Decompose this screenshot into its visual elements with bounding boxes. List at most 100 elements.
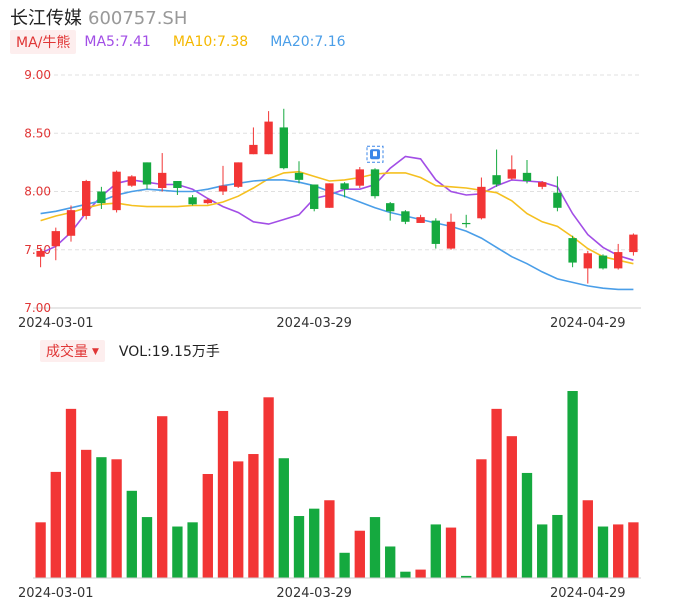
candle <box>51 227 60 261</box>
volume-bar <box>324 500 335 578</box>
candle <box>492 149 501 187</box>
volume-toggle-button[interactable]: 成交量 ▼ <box>40 340 105 362</box>
volume-bar <box>202 473 213 578</box>
candle-body <box>249 144 258 155</box>
volume-bar <box>263 397 274 578</box>
candle-body <box>446 221 456 249</box>
candle <box>538 181 547 190</box>
ma10-line <box>40 170 634 265</box>
candle <box>203 198 212 205</box>
ma-toggle-button[interactable]: MA/牛熊 <box>10 30 77 54</box>
y-tick-label: 8.00 <box>24 185 51 199</box>
volume-bar <box>400 571 411 578</box>
volume-bar <box>278 458 289 578</box>
volume-bar <box>491 408 502 578</box>
candle-body <box>310 184 319 209</box>
candle <box>553 176 562 212</box>
volume-bar <box>187 522 198 578</box>
price-y-axis: 9.008.508.007.507.00 <box>24 68 51 315</box>
volume-bar <box>96 457 107 578</box>
volume-bar <box>339 552 350 578</box>
candle-body <box>598 255 608 269</box>
candle <box>522 160 532 184</box>
volume-value: VOL:19.15万手 <box>118 344 220 360</box>
candle <box>462 214 471 228</box>
y-tick-label: 8.50 <box>24 126 51 140</box>
volume-bar <box>309 508 320 578</box>
candle <box>112 170 121 213</box>
moving-average-lines <box>40 155 634 291</box>
volume-bar <box>141 517 153 578</box>
volume-bar <box>233 461 244 578</box>
candles <box>36 108 638 284</box>
candle <box>507 155 516 180</box>
candle-body <box>279 127 288 169</box>
candle-body <box>127 176 136 186</box>
volume-bar <box>597 526 609 578</box>
stock-name: 长江传媒 <box>10 8 82 29</box>
candle-body <box>538 182 547 187</box>
candle-body <box>522 172 532 182</box>
y-tick-label: 9.00 <box>24 68 51 82</box>
candle-body <box>188 197 197 205</box>
candle <box>66 205 76 242</box>
candle-body <box>507 169 516 179</box>
candle <box>249 127 258 155</box>
candle-body <box>66 210 76 236</box>
stock-title: 长江传媒 600757.SH <box>10 4 187 30</box>
candle <box>310 184 319 212</box>
candle <box>82 179 91 220</box>
x-tick-label: 2024-03-01 <box>18 316 94 331</box>
candle <box>431 218 440 249</box>
candle <box>294 161 304 184</box>
volume-bar <box>430 524 441 578</box>
x-tick-label: 2024-04-29 <box>550 586 626 601</box>
candle <box>142 162 152 190</box>
candle-body <box>294 172 304 180</box>
candle <box>279 108 288 170</box>
volume-bar <box>445 527 457 578</box>
candle-body <box>629 234 638 253</box>
candle <box>355 167 364 189</box>
volume-bar <box>582 500 593 578</box>
marker-frame <box>366 145 384 163</box>
candle <box>188 194 197 206</box>
volume-x-axis: 2024-03-01 2024-03-29 2024-04-29 <box>18 586 626 601</box>
volume-bar <box>415 569 426 578</box>
volume-bar <box>552 514 563 578</box>
candle <box>477 177 486 220</box>
candle <box>97 186 106 209</box>
candle <box>583 250 592 284</box>
candle <box>370 168 380 199</box>
marker <box>366 145 384 163</box>
candle <box>386 201 395 221</box>
candle-body <box>386 203 395 212</box>
candle <box>127 175 136 187</box>
candle-body <box>158 172 167 189</box>
candle-body <box>142 162 152 185</box>
volume-bar <box>461 575 472 578</box>
candle <box>614 243 623 270</box>
ma5-legend: MA5:7.41 <box>84 34 151 50</box>
volume-bar <box>65 408 77 578</box>
stock-code: 600757.SH <box>88 8 188 29</box>
volume-bars <box>33 391 641 579</box>
ma20-legend: MA20:7.16 <box>270 34 346 50</box>
ma5-line <box>40 155 634 261</box>
candle-body <box>173 181 182 189</box>
candle-body <box>112 171 121 211</box>
candle-body <box>355 169 364 186</box>
volume-bar <box>172 526 183 578</box>
candle-body <box>416 217 425 223</box>
candle-body <box>477 186 486 219</box>
candle <box>325 183 334 208</box>
candle <box>416 214 425 223</box>
candle-body <box>325 183 334 208</box>
candle <box>218 165 228 195</box>
volume-bar <box>293 516 305 578</box>
candle-body <box>492 175 501 185</box>
volume-toggle-label: 成交量 <box>46 344 88 360</box>
candle-body <box>264 121 273 155</box>
x-tick-label: 2024-04-29 <box>550 316 626 331</box>
ma20-line <box>40 179 634 291</box>
